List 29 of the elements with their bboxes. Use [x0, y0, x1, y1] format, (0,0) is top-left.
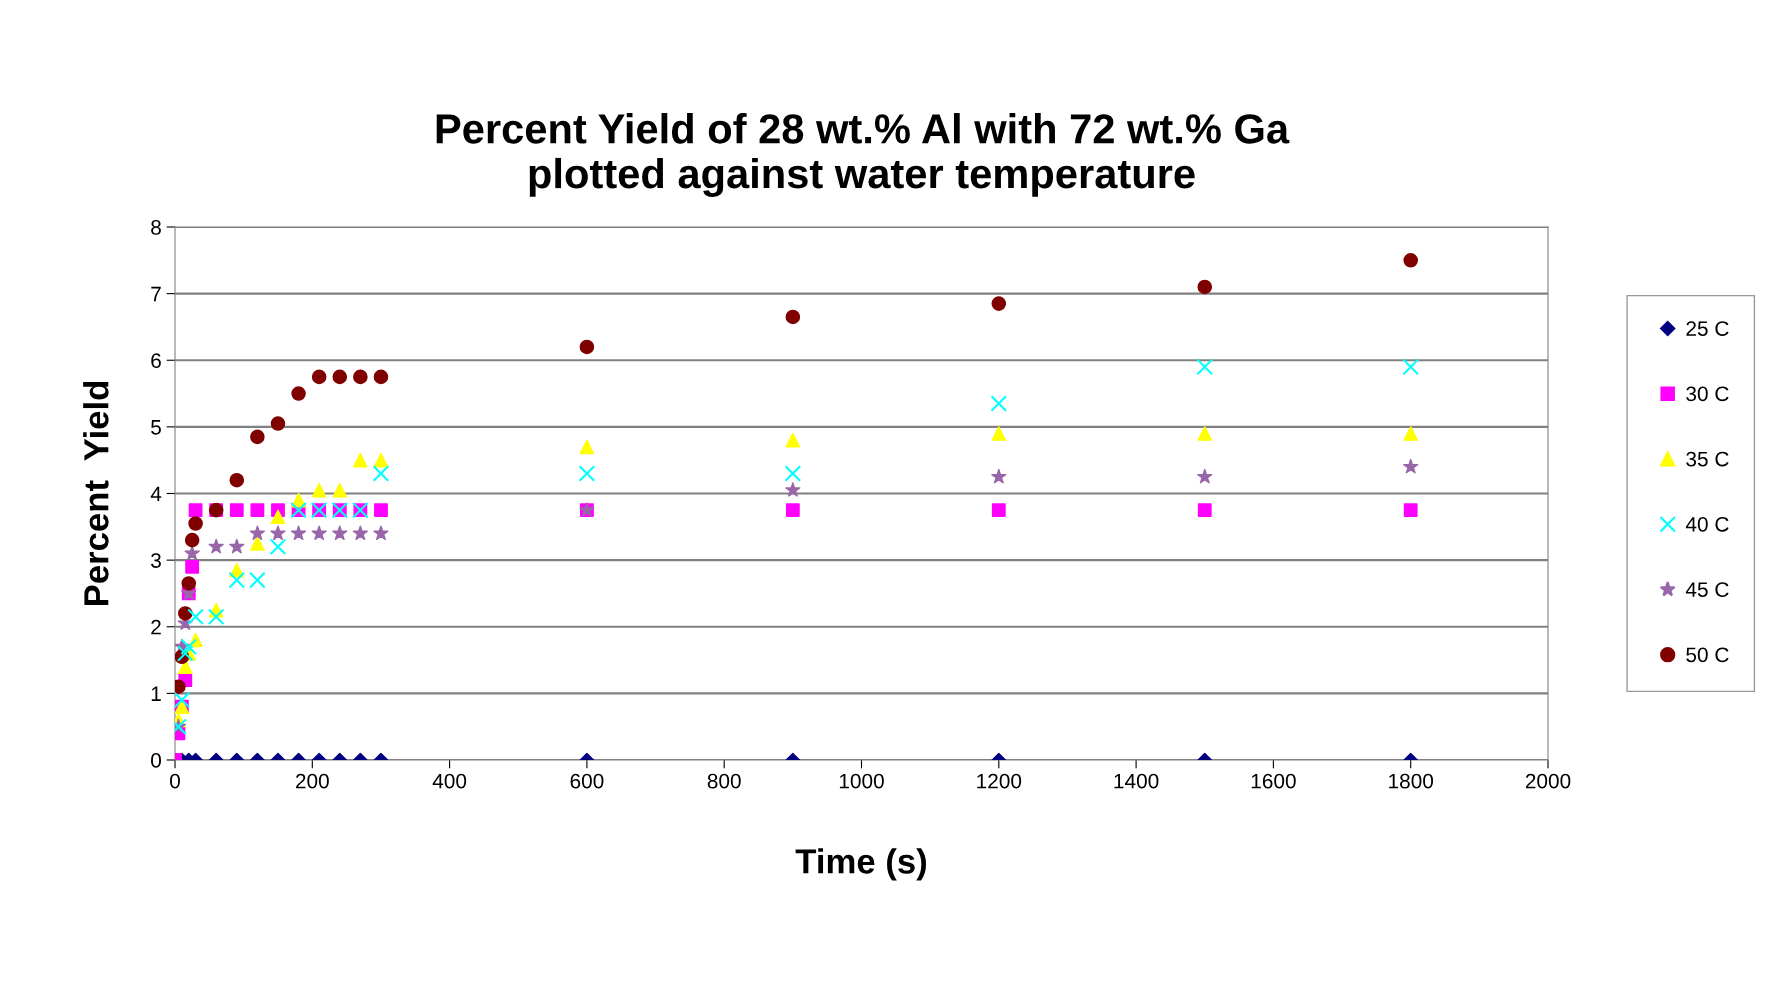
y-tick-label: 7	[151, 286, 161, 302]
y-tick-label: 0	[151, 753, 161, 768]
legend-label: 50 C	[1686, 647, 1729, 663]
legend-label: 45 C	[1685, 582, 1729, 597]
legend-label: 40 C	[1685, 516, 1729, 532]
x-tick-label: 1600	[1251, 773, 1296, 789]
x-tick-label: 1400	[1114, 773, 1159, 789]
y-tick-label: 3	[151, 553, 161, 568]
y-tick-label: 8	[151, 220, 161, 235]
legend-label: 30 C	[1686, 386, 1729, 402]
y-tick-label: 2	[151, 619, 161, 635]
x-tick-label: 200	[295, 773, 329, 789]
x-tick-label: 600	[570, 773, 604, 789]
x-tick-label: 2000	[1525, 773, 1571, 789]
y-axis-title: Percent Yield	[83, 381, 109, 606]
x-tick-label: 400	[432, 773, 467, 789]
y-tick-label: 6	[151, 353, 161, 368]
x-axis-title: Time (s)	[795, 848, 927, 881]
y-tick-label: 4	[150, 486, 162, 502]
x-tick-label: 1200	[977, 773, 1022, 789]
chart-title: Percent Yield of 28 wt.% Al with 72 wt.% Ga plotted against water temperature	[436, 113, 1290, 197]
x-tick-label: 1000	[839, 773, 884, 789]
y-tick-label: 1	[151, 686, 161, 701]
x-tick-label: 800	[707, 773, 741, 789]
legend-label: 25 C	[1686, 321, 1729, 336]
x-tick-label: 1800	[1389, 773, 1434, 789]
legend-label: 35 C	[1686, 451, 1729, 467]
y-tick-label: 5	[151, 420, 161, 435]
x-tick-label: 0	[170, 773, 180, 789]
